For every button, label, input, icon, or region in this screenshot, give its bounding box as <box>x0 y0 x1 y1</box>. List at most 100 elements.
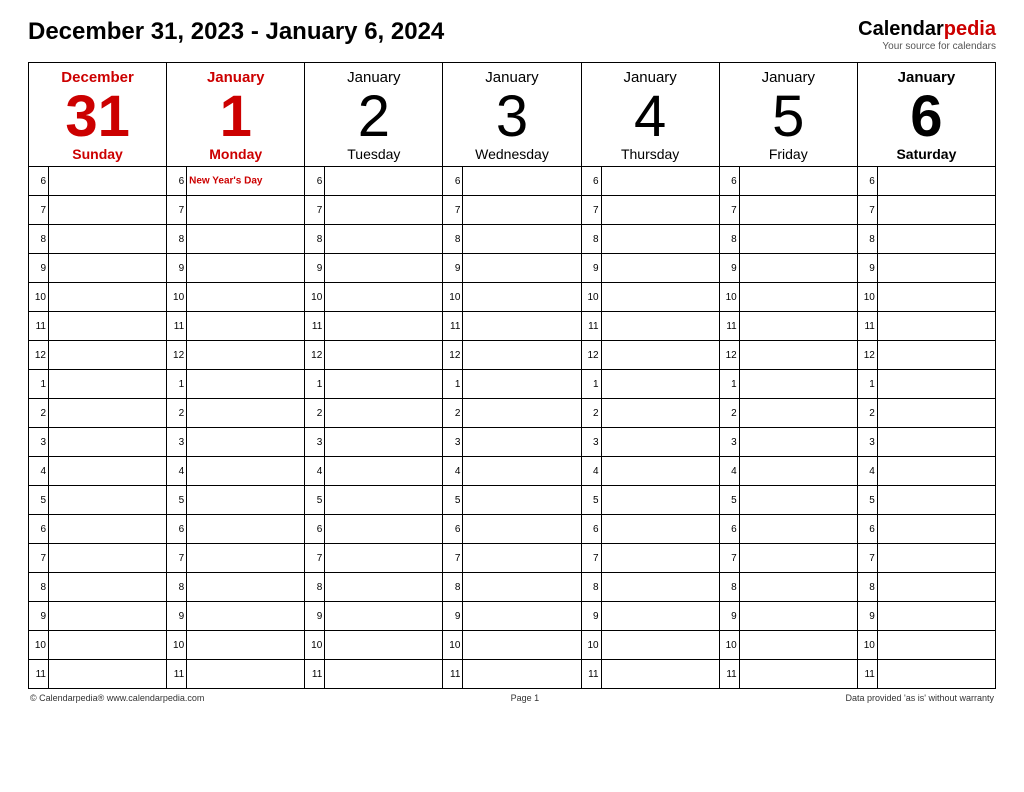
hour-cell[interactable]: 4 <box>719 457 857 486</box>
hour-cell[interactable]: 7 <box>443 544 581 573</box>
hour-slot[interactable] <box>740 515 857 543</box>
hour-cell[interactable]: 5 <box>719 486 857 515</box>
hour-cell[interactable]: 3 <box>719 428 857 457</box>
hour-cell[interactable]: 6 <box>443 515 581 544</box>
hour-slot[interactable] <box>740 399 857 427</box>
hour-slot[interactable] <box>49 341 166 369</box>
hour-slot[interactable] <box>187 631 304 659</box>
hour-slot[interactable] <box>740 167 857 195</box>
hour-cell[interactable]: 3 <box>305 428 443 457</box>
hour-cell[interactable]: 8 <box>167 225 305 254</box>
hour-slot[interactable] <box>463 486 580 514</box>
hour-slot[interactable] <box>602 602 719 630</box>
hour-slot[interactable] <box>463 167 580 195</box>
hour-cell[interactable]: 6New Year's Day <box>167 167 305 196</box>
hour-cell[interactable]: 9 <box>857 602 995 631</box>
hour-slot[interactable] <box>49 196 166 224</box>
hour-slot[interactable] <box>49 283 166 311</box>
hour-cell[interactable]: 5 <box>443 486 581 515</box>
hour-slot[interactable] <box>463 283 580 311</box>
hour-slot[interactable] <box>463 573 580 601</box>
hour-cell[interactable]: 7 <box>29 196 167 225</box>
hour-slot[interactable] <box>878 515 995 543</box>
hour-cell[interactable]: 1 <box>29 370 167 399</box>
hour-cell[interactable]: 7 <box>719 544 857 573</box>
hour-cell[interactable]: 2 <box>857 399 995 428</box>
hour-slot[interactable] <box>49 602 166 630</box>
hour-cell[interactable]: 3 <box>581 428 719 457</box>
hour-cell[interactable]: 9 <box>305 602 443 631</box>
hour-cell[interactable]: 3 <box>167 428 305 457</box>
hour-slot[interactable] <box>602 254 719 282</box>
hour-cell[interactable]: 9 <box>857 254 995 283</box>
hour-cell[interactable]: 2 <box>581 399 719 428</box>
hour-cell[interactable]: 5 <box>857 486 995 515</box>
hour-slot[interactable] <box>878 631 995 659</box>
hour-slot[interactable] <box>878 573 995 601</box>
hour-slot[interactable] <box>740 254 857 282</box>
hour-slot[interactable] <box>878 428 995 456</box>
hour-slot[interactable] <box>463 312 580 340</box>
hour-slot[interactable] <box>463 544 580 572</box>
hour-slot[interactable] <box>463 341 580 369</box>
hour-cell[interactable]: 7 <box>719 196 857 225</box>
hour-cell[interactable]: 10 <box>719 283 857 312</box>
hour-slot[interactable] <box>463 370 580 398</box>
hour-cell[interactable]: 12 <box>29 341 167 370</box>
hour-cell[interactable]: 9 <box>167 254 305 283</box>
hour-cell[interactable]: 2 <box>167 399 305 428</box>
hour-slot[interactable] <box>463 457 580 485</box>
hour-cell[interactable]: 9 <box>443 602 581 631</box>
hour-slot[interactable] <box>463 660 580 688</box>
hour-cell[interactable]: 2 <box>29 399 167 428</box>
hour-cell[interactable]: 7 <box>443 196 581 225</box>
hour-cell[interactable]: 9 <box>719 602 857 631</box>
hour-slot[interactable] <box>602 341 719 369</box>
hour-slot[interactable] <box>740 428 857 456</box>
hour-slot[interactable] <box>187 515 304 543</box>
hour-slot[interactable] <box>187 399 304 427</box>
hour-slot[interactable] <box>602 631 719 659</box>
hour-slot[interactable] <box>325 196 442 224</box>
hour-slot[interactable] <box>878 167 995 195</box>
hour-cell[interactable]: 11 <box>857 660 995 689</box>
hour-cell[interactable]: 6 <box>719 515 857 544</box>
hour-slot[interactable] <box>187 602 304 630</box>
hour-cell[interactable]: 10 <box>305 283 443 312</box>
hour-cell[interactable]: 8 <box>167 573 305 602</box>
hour-slot[interactable] <box>878 602 995 630</box>
hour-slot[interactable] <box>325 602 442 630</box>
hour-cell[interactable]: 9 <box>581 254 719 283</box>
hour-cell[interactable]: 6 <box>305 515 443 544</box>
hour-slot[interactable] <box>325 225 442 253</box>
hour-cell[interactable]: 11 <box>305 312 443 341</box>
hour-slot[interactable] <box>602 544 719 572</box>
hour-cell[interactable]: 6 <box>443 167 581 196</box>
hour-slot[interactable] <box>602 283 719 311</box>
hour-slot[interactable] <box>187 312 304 340</box>
hour-slot[interactable] <box>740 486 857 514</box>
hour-slot[interactable] <box>49 544 166 572</box>
hour-slot[interactable] <box>740 457 857 485</box>
hour-cell[interactable]: 9 <box>29 254 167 283</box>
hour-slot[interactable] <box>325 312 442 340</box>
hour-cell[interactable]: 7 <box>167 196 305 225</box>
hour-slot[interactable] <box>602 660 719 688</box>
hour-slot[interactable] <box>325 660 442 688</box>
hour-slot[interactable] <box>740 660 857 688</box>
hour-cell[interactable]: 8 <box>29 225 167 254</box>
hour-slot[interactable] <box>463 254 580 282</box>
hour-cell[interactable]: 12 <box>305 341 443 370</box>
hour-cell[interactable]: 4 <box>443 457 581 486</box>
hour-slot[interactable] <box>463 602 580 630</box>
hour-slot[interactable] <box>878 283 995 311</box>
hour-cell[interactable]: 6 <box>581 167 719 196</box>
hour-cell[interactable]: 7 <box>581 544 719 573</box>
hour-cell[interactable]: 2 <box>719 399 857 428</box>
hour-slot[interactable] <box>325 283 442 311</box>
hour-slot[interactable] <box>49 457 166 485</box>
hour-cell[interactable]: 11 <box>857 312 995 341</box>
hour-cell[interactable]: 11 <box>581 312 719 341</box>
hour-cell[interactable]: 5 <box>581 486 719 515</box>
hour-slot[interactable] <box>602 196 719 224</box>
